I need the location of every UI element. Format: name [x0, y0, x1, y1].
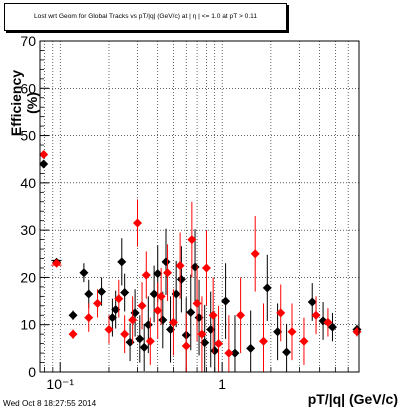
data-point-red — [68, 329, 78, 339]
x-tick-label: 10⁻¹ — [46, 376, 74, 392]
data-point-black — [186, 307, 196, 317]
data-point-red — [201, 263, 211, 273]
chart-title-box: Lost wrt Geom for Global Tracks vs pT/|q… — [4, 3, 287, 31]
data-point-black — [68, 310, 78, 320]
data-point-black — [135, 334, 145, 344]
data-point-black — [230, 348, 240, 358]
data-point-red — [175, 261, 185, 271]
data-point-black — [139, 342, 149, 352]
data-point-black — [206, 324, 216, 334]
data-point-red — [299, 336, 309, 346]
data-point-black — [327, 322, 337, 332]
x-axis: 10⁻¹ 1 — [44, 362, 349, 392]
y-tick-label: 30 — [20, 222, 36, 238]
data-point-red — [84, 313, 94, 323]
y-tick-label: 70 — [20, 33, 36, 49]
data-point-red — [93, 298, 103, 308]
data-point-black — [143, 320, 153, 330]
data-point-red — [137, 301, 147, 311]
data-point-black — [97, 287, 107, 297]
data-point-black — [130, 308, 140, 318]
data-point-red — [141, 270, 151, 280]
data-point-red — [192, 298, 202, 308]
x-tick-label: 1 — [218, 376, 226, 392]
data-point-red — [287, 327, 297, 337]
data-point-red — [311, 310, 321, 320]
data-point-black — [149, 289, 159, 299]
y-tick-label: 50 — [20, 128, 36, 144]
data-point-red — [128, 315, 138, 325]
data-point-red — [168, 317, 178, 327]
data-point-black — [166, 324, 176, 334]
chart-title: Lost wrt Geom for Global Tracks vs pT/|q… — [33, 13, 257, 20]
data-point-red — [39, 149, 49, 159]
data-point-red — [197, 329, 207, 339]
data-point-red — [163, 268, 173, 278]
data-point-red — [208, 310, 218, 320]
data-point-red — [323, 317, 333, 327]
data-point-red — [104, 324, 114, 334]
data-point-black — [161, 257, 171, 267]
data-point-black — [84, 289, 94, 299]
data-point-black — [210, 346, 220, 356]
data-point-red — [224, 348, 234, 358]
data-point-red — [120, 329, 130, 339]
data-point-red — [214, 339, 224, 349]
data-point-black — [273, 327, 283, 337]
y-tick-label: 60 — [20, 80, 36, 96]
y-tick-label: 20 — [20, 269, 36, 285]
data-point-black — [171, 289, 181, 299]
plot-frame — [39, 40, 360, 373]
data-point-red — [145, 336, 155, 346]
data-point-red — [276, 308, 286, 318]
data-point-black — [125, 337, 135, 347]
data-point-black — [107, 313, 117, 323]
data-point-black — [200, 338, 210, 348]
y-tick-label: 40 — [20, 175, 36, 191]
y-axis-label: Efficiency (%) — [8, 69, 40, 137]
y-tick-label: 10 — [20, 317, 36, 333]
data-point-red — [153, 306, 163, 316]
data-point-black — [282, 347, 292, 357]
data-point-red — [132, 218, 142, 228]
data-point-black — [221, 296, 231, 306]
data-point-red — [258, 336, 268, 346]
data-point-red — [250, 249, 260, 259]
data-point-red — [114, 294, 124, 304]
data-point-red — [236, 310, 246, 320]
data-point-black — [117, 257, 127, 267]
data-point-black — [111, 305, 121, 315]
data-point-black — [176, 274, 186, 284]
data-point-red — [181, 341, 191, 351]
data-point-red — [187, 235, 197, 245]
data-point-black — [262, 283, 272, 293]
series-red — [39, 149, 362, 372]
data-point-black — [307, 297, 317, 307]
x-axis-label: pT/|q| (GeV/c) — [307, 391, 398, 407]
data-point-black — [153, 269, 163, 279]
y-tick-label: 0 — [28, 364, 36, 380]
series-black — [39, 159, 362, 372]
data-point-black — [158, 315, 168, 325]
data-point-black — [246, 343, 256, 353]
data-point-black — [120, 288, 130, 298]
timestamp: Wed Oct 8 18:27:55 2014 — [3, 399, 97, 408]
data-point-red — [156, 291, 166, 301]
data-point-black — [79, 268, 89, 278]
y-axis: 0 10 20 30 40 50 60 70 — [20, 33, 49, 380]
data-point-black — [39, 159, 49, 169]
